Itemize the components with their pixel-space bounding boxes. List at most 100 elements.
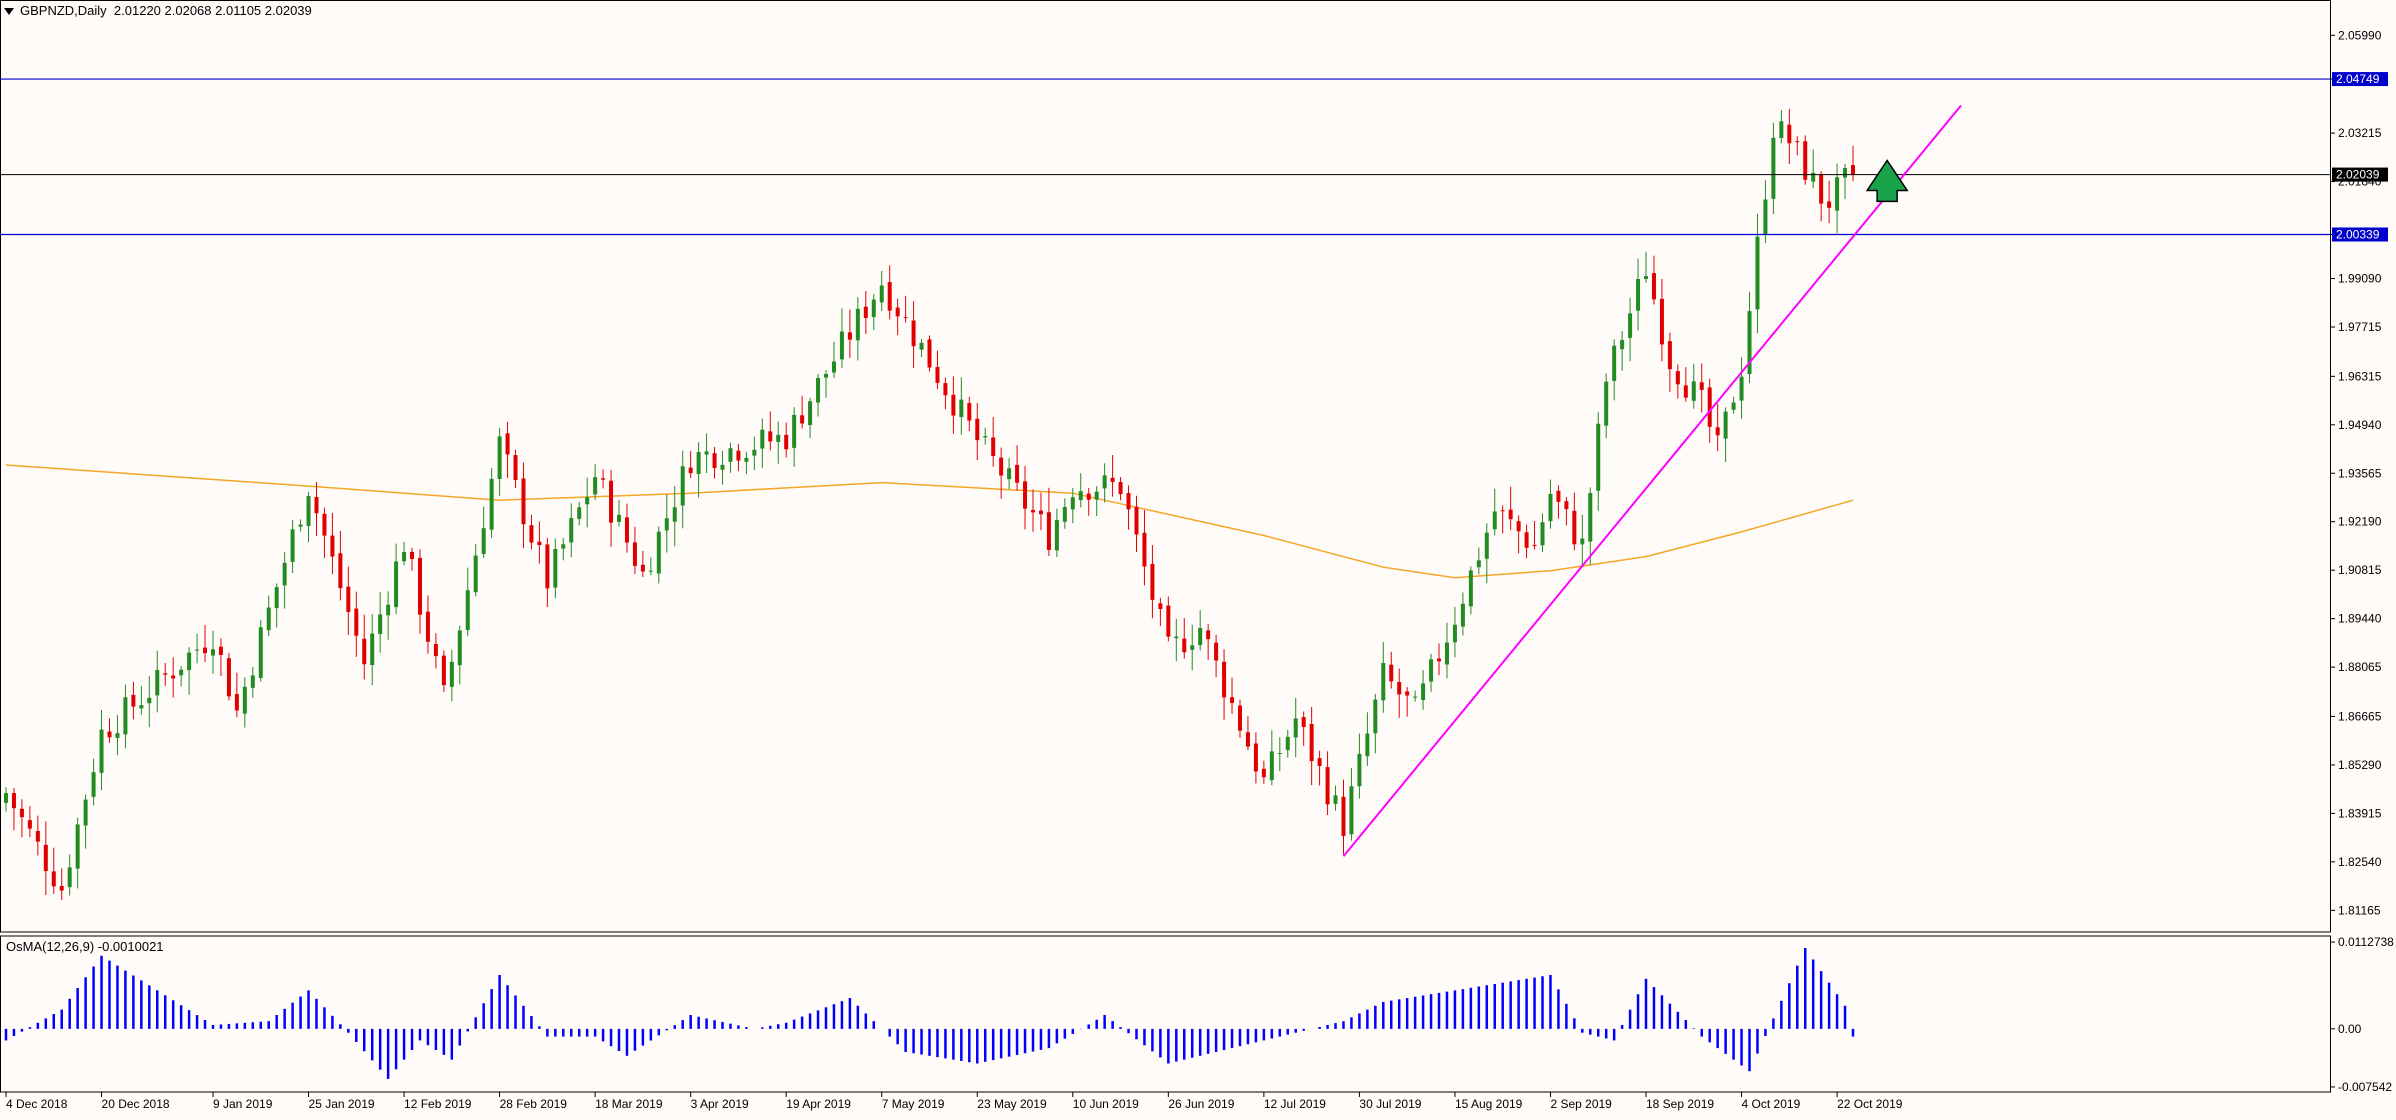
bull-candle xyxy=(1604,381,1609,426)
level-price-badge: 2.04749 xyxy=(2336,72,2380,86)
bull-candle xyxy=(123,697,128,735)
bull-candle xyxy=(672,507,677,522)
time-tick-label: 4 Oct 2019 xyxy=(1742,1097,1801,1111)
bull-candle xyxy=(378,614,383,634)
bull-candle xyxy=(617,514,622,522)
moving-average-layer xyxy=(5,464,1854,579)
bull-candle xyxy=(959,399,964,417)
bull-candle xyxy=(1174,636,1179,639)
dropdown-triangle-icon[interactable] xyxy=(4,8,14,16)
bull-candle xyxy=(1054,519,1059,551)
bull-candle xyxy=(1277,753,1282,755)
bear-candle xyxy=(1086,493,1091,500)
bear-candle xyxy=(43,844,48,872)
bull-candle xyxy=(919,342,924,350)
price-tick-label: 1.86665 xyxy=(2338,709,2382,723)
time-axis-layer: 4 Dec 2018 20 Dec 2018 9 Jan 2019 25 Jan 20… xyxy=(5,1092,1903,1111)
time-tick-label: 9 Jan 2019 xyxy=(213,1097,273,1111)
bull-candle xyxy=(1094,491,1099,500)
bull-candle xyxy=(839,331,844,360)
price-tick-label: 1.89440 xyxy=(2338,612,2382,626)
bear-candle xyxy=(887,282,892,311)
bull-candle xyxy=(744,457,749,462)
bull-candle xyxy=(760,429,765,449)
bull-candle xyxy=(569,518,574,543)
bear-candle xyxy=(1532,544,1537,546)
bull-candle xyxy=(75,824,80,869)
bull-candle xyxy=(298,524,303,527)
bull-candle xyxy=(879,285,884,303)
bull-candle xyxy=(1381,662,1386,701)
bull-candle xyxy=(656,531,661,574)
bull-candle xyxy=(1755,236,1760,310)
bull-candle xyxy=(4,793,8,803)
bull-candle xyxy=(1062,507,1067,522)
bull-candle xyxy=(704,451,709,455)
bear-candle xyxy=(1564,501,1569,510)
bull-candle xyxy=(386,604,391,616)
bull-candle xyxy=(1452,624,1457,643)
bull-candle xyxy=(306,496,311,526)
bull-candle xyxy=(1612,345,1617,381)
time-tick-label: 28 Feb 2019 xyxy=(500,1097,568,1111)
bull-candle xyxy=(1588,493,1593,542)
bull-candle xyxy=(1771,137,1776,199)
bear-candle xyxy=(975,418,980,441)
bull-candle xyxy=(155,669,160,696)
bear-candle xyxy=(632,542,637,566)
bull-candle xyxy=(577,507,582,519)
bull-candle xyxy=(1620,340,1625,350)
bull-candle xyxy=(195,649,200,651)
bear-candle xyxy=(218,646,223,655)
time-tick-label: 12 Jul 2019 xyxy=(1264,1097,1326,1111)
bull-candle xyxy=(274,587,279,609)
symbol-label: GBPNZD,Daily xyxy=(20,3,107,18)
bull-candle xyxy=(1285,736,1290,751)
bull-candle xyxy=(752,449,757,456)
bull-candle xyxy=(489,478,494,530)
bear-candle xyxy=(1023,481,1028,509)
bear-candle xyxy=(640,564,645,572)
time-tick-label: 19 Apr 2019 xyxy=(786,1097,851,1111)
bear-candle xyxy=(425,611,430,642)
bull-candle xyxy=(1078,491,1083,501)
bull-candle xyxy=(290,529,295,562)
bear-candle xyxy=(1118,482,1123,495)
time-tick-label: 26 Jun 2019 xyxy=(1168,1097,1234,1111)
osma-tick-label: 0.0112738 xyxy=(2338,935,2394,949)
bear-candle xyxy=(1341,796,1346,836)
bear-candle xyxy=(314,496,319,514)
bear-candle xyxy=(784,434,789,450)
bull-candle xyxy=(648,570,653,572)
bull-candle xyxy=(242,686,247,714)
arrow-layer xyxy=(1865,159,1909,203)
bear-candle xyxy=(609,480,614,523)
bear-candle xyxy=(1142,532,1147,567)
bear-candle xyxy=(1261,768,1266,778)
bear-candle xyxy=(935,367,940,383)
bull-candle xyxy=(1468,570,1473,607)
bull-candle xyxy=(266,607,271,631)
bear-candle xyxy=(545,544,550,589)
bear-candle xyxy=(1214,642,1219,661)
bear-candle xyxy=(601,478,606,480)
bear-candle xyxy=(1795,141,1800,143)
bear-candle xyxy=(1397,682,1402,695)
bear-candle xyxy=(1301,717,1306,727)
time-tick-label: 22 Oct 2019 xyxy=(1837,1097,1903,1111)
bear-candle xyxy=(362,638,367,665)
level-price-badge-bg xyxy=(2332,72,2388,87)
bull-candle xyxy=(139,705,144,709)
candles-layer xyxy=(4,108,1855,900)
bear-candle xyxy=(19,808,24,818)
bull-candle xyxy=(831,361,836,373)
bear-candle xyxy=(1437,658,1442,662)
bull-candle xyxy=(1492,511,1497,530)
bear-candle xyxy=(1500,510,1505,512)
time-tick-label: 18 Mar 2019 xyxy=(595,1097,663,1111)
bull-candle xyxy=(593,477,598,495)
bear-candle xyxy=(624,517,629,543)
price-tick-label: 1.99090 xyxy=(2338,272,2382,286)
bear-candle xyxy=(1524,532,1529,548)
time-tick-label: 18 Sep 2019 xyxy=(1646,1097,1714,1111)
